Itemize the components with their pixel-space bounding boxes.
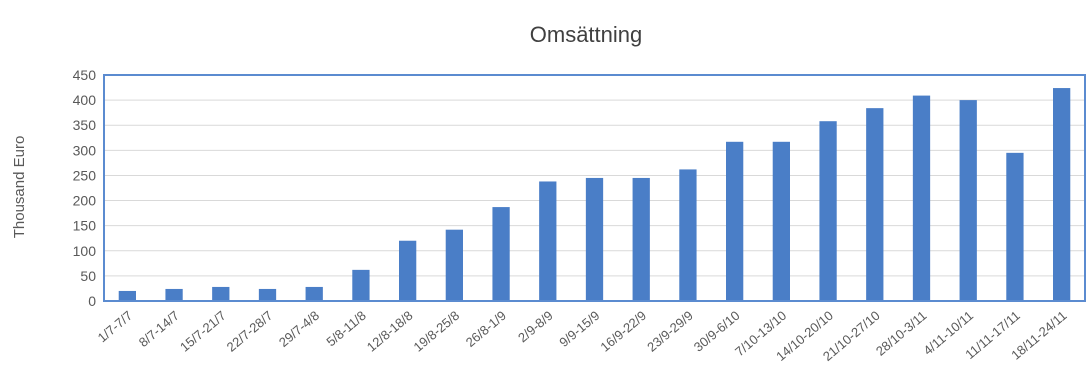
y-tick-label: 200	[73, 193, 97, 209]
bar	[352, 269, 370, 301]
y-tick-label: 150	[73, 218, 97, 234]
bar	[118, 290, 136, 301]
y-tick-label: 450	[73, 67, 97, 83]
x-tick-label: 26/8-1/9	[463, 308, 509, 350]
bar	[679, 169, 697, 301]
x-tick-label: 19/8-25/8	[411, 308, 463, 355]
y-tick-label: 50	[80, 268, 96, 284]
y-tick-label: 100	[73, 243, 97, 259]
x-tick-label: 15/7-21/7	[177, 308, 229, 355]
bars	[118, 88, 1071, 302]
bar	[492, 207, 510, 301]
chart-title: Omsättning	[530, 22, 643, 47]
x-tick-label: 23/9-29/9	[644, 308, 696, 355]
bar	[165, 288, 183, 301]
bar	[539, 181, 557, 301]
x-tick-label: 5/8-11/8	[323, 308, 368, 350]
y-tick-label: 400	[73, 92, 97, 108]
x-tick-label: 9/9-15/9	[556, 308, 602, 350]
bar	[445, 229, 463, 301]
bar	[585, 177, 604, 301]
x-tick-label: 29/7-4/8	[276, 308, 322, 350]
bar	[399, 240, 417, 301]
bar	[819, 121, 837, 302]
x-tick-label: 12/8-18/8	[364, 308, 416, 355]
x-tick-label: 8/7-14/7	[136, 308, 182, 350]
bar	[1006, 152, 1024, 301]
x-tick-label: 1/7-7/7	[95, 308, 136, 346]
x-axis-ticks: 1/7-7/7 8/7-14/715/7-21/722/7-28/7 29/7-4/…	[95, 308, 1070, 364]
bar	[912, 95, 931, 301]
bar	[305, 286, 323, 301]
bar	[726, 141, 744, 301]
bar	[772, 141, 790, 301]
bar	[866, 108, 884, 301]
y-tick-label: 250	[73, 167, 97, 183]
x-tick-label: 2/9-8/9	[515, 308, 556, 346]
x-tick-label: 16/9-22/9	[597, 308, 649, 355]
y-tick-label: 0	[88, 293, 96, 309]
bar	[959, 100, 977, 301]
x-tick-label: 28/10-3/11	[873, 308, 930, 359]
bar	[258, 288, 277, 301]
y-tick-label: 350	[73, 117, 97, 133]
plot-border	[103, 74, 1086, 302]
bar	[212, 286, 230, 301]
bar	[632, 177, 650, 301]
y-axis-title: Thousand Euro	[11, 136, 28, 239]
bar	[1053, 88, 1071, 302]
y-tick-label: 300	[73, 142, 97, 158]
x-tick-label: 22/7-28/7	[224, 308, 276, 355]
y-axis-ticks: 0 50 100 150 200 250 300 350 400 450	[73, 67, 97, 309]
